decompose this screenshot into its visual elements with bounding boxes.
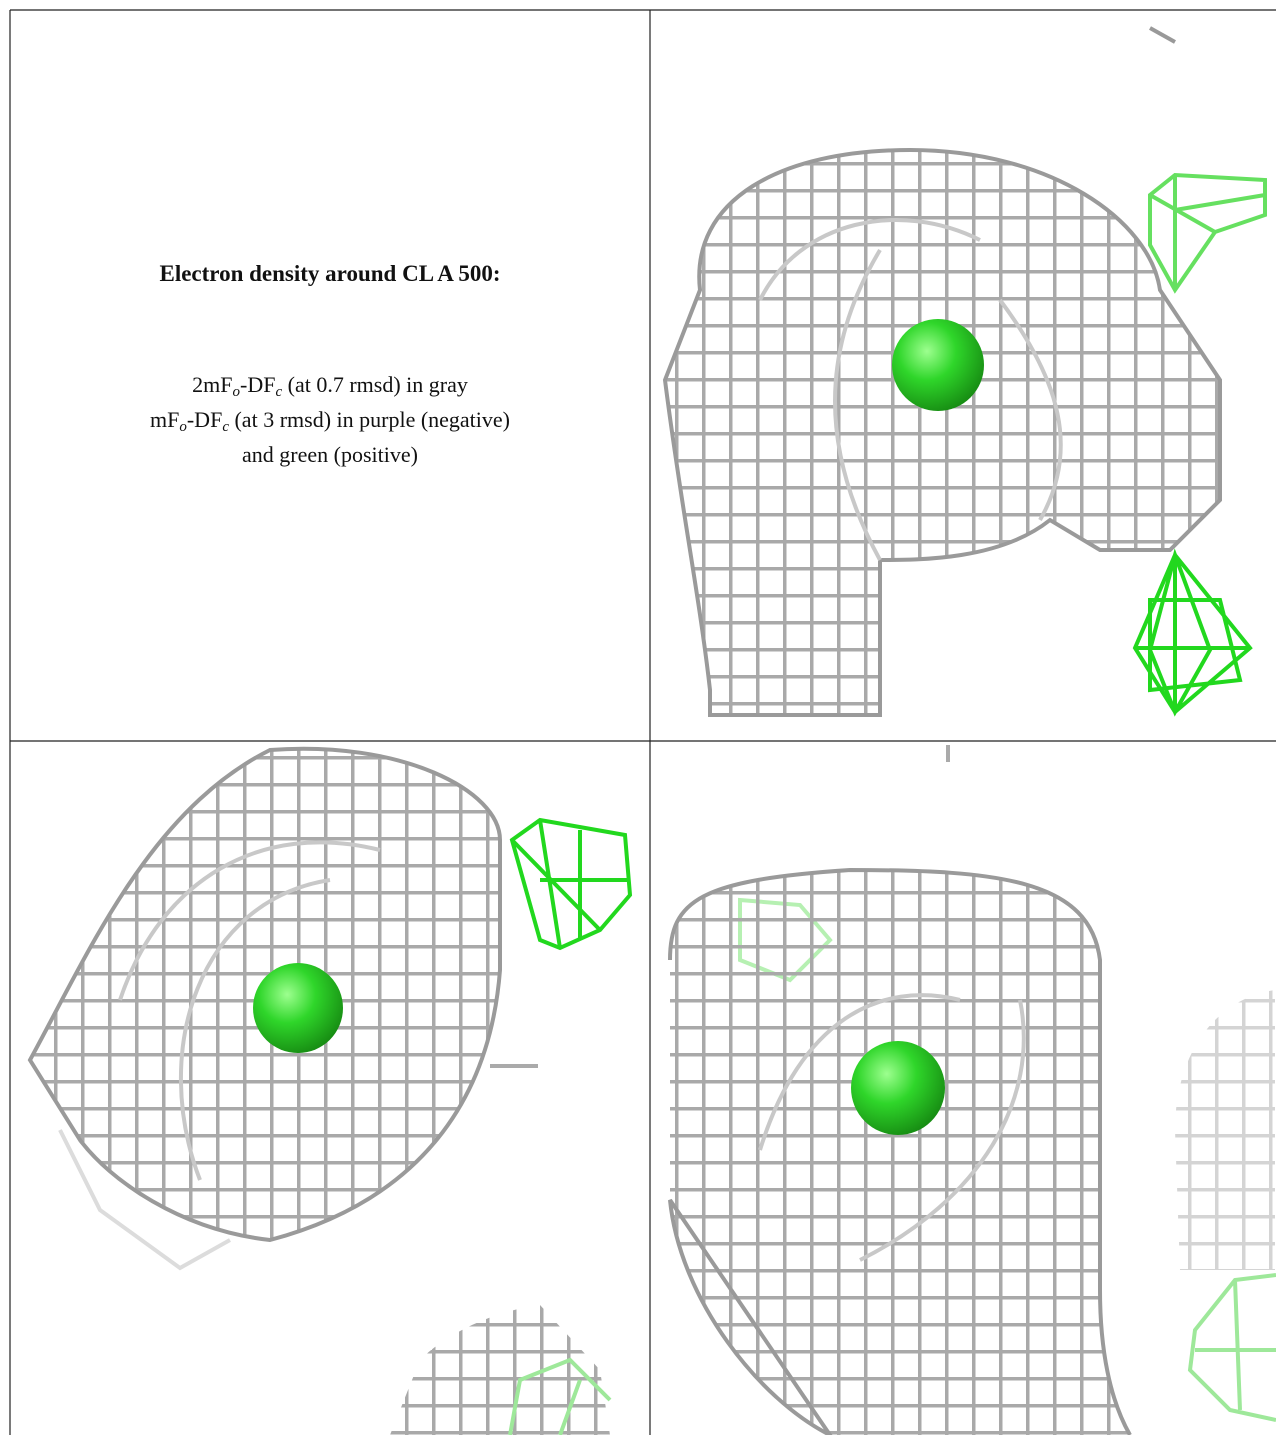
caption-description: 2mFo-DFc (at 0.7 rmsd) in gray mFo-DFc (a…	[11, 367, 649, 472]
mesh-outline	[668, 867, 1132, 1435]
subscript: c	[275, 384, 283, 400]
caption-text: and green (positive)	[242, 442, 418, 467]
subscript: o	[232, 384, 241, 400]
mesh-fragment	[1149, 26, 1176, 44]
caption-text: mF	[150, 407, 180, 432]
positive-density	[1148, 172, 1267, 294]
mesh-contour	[758, 218, 1063, 561]
chloride-ion	[892, 319, 984, 411]
caption-text: (at 0.7 rmsd) in gray	[282, 372, 468, 397]
positive-density	[509, 817, 633, 951]
caption-line: 2mFo-DFc (at 0.7 rmsd) in gray	[11, 367, 649, 402]
density-panel	[662, 26, 1267, 717]
mesh-outline	[27, 746, 502, 1243]
table-rules	[9, 9, 1276, 1435]
caption-line: and green (positive)	[11, 437, 649, 472]
positive-density	[1187, 1273, 1276, 1422]
chloride-ion	[851, 1041, 945, 1135]
subscript: c	[222, 419, 229, 435]
caption-cell: Electron density around CL A 500: 2mFo-D…	[11, 11, 649, 740]
density-panel	[668, 745, 1276, 1435]
caption-title: Electron density around CL A 500:	[159, 261, 501, 286]
subscript: o	[179, 419, 187, 435]
caption-text: 2mF	[192, 372, 233, 397]
mesh	[390, 1305, 610, 1435]
mesh-outline	[662, 147, 1222, 717]
positive-density	[508, 1357, 612, 1435]
positive-density	[1132, 548, 1253, 717]
mesh-faint	[58, 1129, 231, 1271]
density-panel	[27, 746, 633, 1435]
mesh	[670, 870, 1130, 1435]
mesh	[1175, 990, 1275, 1270]
caption-text: (at 3 rmsd) in purple (negative)	[228, 407, 510, 432]
mesh-contour	[758, 993, 1026, 1262]
mesh-contour	[118, 840, 381, 1181]
caption-text: -DF	[240, 372, 276, 397]
caption-line: mFo-DFc (at 3 rmsd) in purple (negative)	[11, 402, 649, 437]
caption-text: -DF	[186, 407, 223, 432]
chloride-ion	[253, 963, 343, 1053]
